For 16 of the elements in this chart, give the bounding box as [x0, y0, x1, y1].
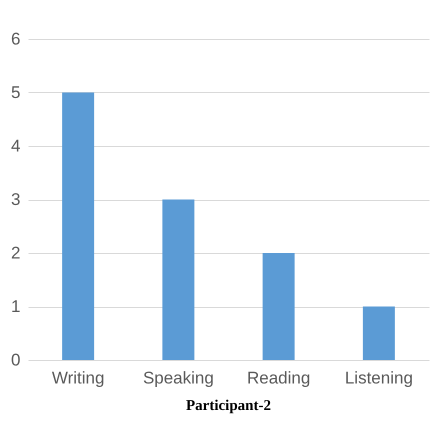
bar — [362, 306, 395, 360]
y-tick-label: 1 — [11, 297, 20, 316]
y-tick-label: 5 — [11, 83, 20, 102]
bar — [262, 253, 295, 360]
y-tick-label: 4 — [11, 136, 20, 156]
y-tick-label: 6 — [11, 30, 20, 48]
x-tick-label: Reading — [246, 368, 310, 388]
y-tick-label: 2 — [11, 244, 20, 262]
bar — [62, 92, 94, 360]
y-tick-label: 0 — [11, 350, 20, 370]
bar — [162, 200, 194, 360]
x-tick-label: Writing — [52, 368, 104, 388]
text: Participant-2 — [186, 398, 271, 414]
x-tick-label: Listening — [344, 368, 413, 388]
y-tick-label: 3 — [11, 190, 20, 209]
x-tick-label: Speaking — [142, 368, 214, 388]
